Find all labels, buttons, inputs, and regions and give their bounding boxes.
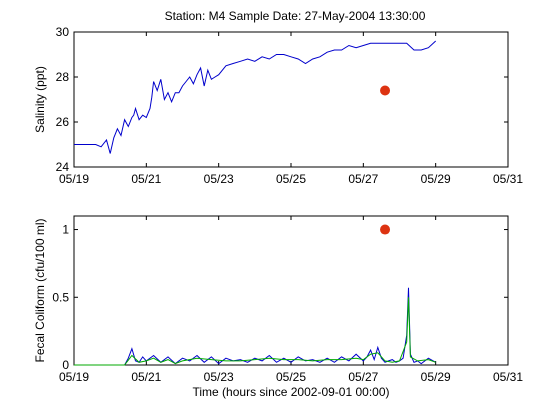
y-tick-label: 30 xyxy=(56,25,70,39)
x-tick-label: 05/29 xyxy=(421,370,451,384)
x-tick-label: 05/29 xyxy=(421,172,451,186)
y-tick-label: 24 xyxy=(56,160,70,174)
x-tick-label: 05/21 xyxy=(131,370,161,384)
y-tick-label: 26 xyxy=(56,115,70,129)
y-axis-label: Fecal Coliform (cfu/100 ml) xyxy=(33,218,47,362)
y-tick-label: 28 xyxy=(56,70,70,84)
chart-title: Station: M4 Sample Date: 27-May-2004 13:… xyxy=(165,9,426,23)
y-axis-label: Salinity (ppt) xyxy=(33,66,47,133)
x-tick-label: 05/25 xyxy=(276,172,306,186)
x-tick-label: 05/31 xyxy=(493,172,523,186)
axes-box xyxy=(73,215,509,366)
sample-point xyxy=(380,224,391,235)
x-tick-label: 05/25 xyxy=(276,370,306,384)
x-tick-label: 05/21 xyxy=(131,172,161,186)
axes-box xyxy=(73,31,509,168)
x-tick-label: 05/23 xyxy=(204,370,234,384)
fecal-coliform-panel: 05/19 05/21 05/23 05/25 05/27 05/29 05/31 0 0.5 1… xyxy=(33,215,523,399)
x-tick-label: 05/27 xyxy=(348,172,378,186)
x-axis-label: Time (hours since 2002-09-01 00:00) xyxy=(193,385,390,399)
x-tick-label: 05/19 xyxy=(59,172,89,186)
x-tick-label: 05/27 xyxy=(348,370,378,384)
x-tick-label: 05/19 xyxy=(59,370,89,384)
y-tick-label: 0.5 xyxy=(52,290,69,304)
y-tick-label: 0 xyxy=(62,358,69,372)
series-line-1 xyxy=(74,287,436,366)
salinity-panel: 05/19 05/21 05/23 05/25 05/27 05/29 05/31 24 26 2… xyxy=(33,25,523,186)
sample-point xyxy=(380,85,391,96)
series-line-2 xyxy=(74,297,436,366)
series-line-1 xyxy=(74,40,437,154)
x-tick-label: 05/31 xyxy=(493,370,523,384)
x-tick-label: 05/23 xyxy=(204,172,234,186)
y-tick-label: 1 xyxy=(62,223,69,237)
